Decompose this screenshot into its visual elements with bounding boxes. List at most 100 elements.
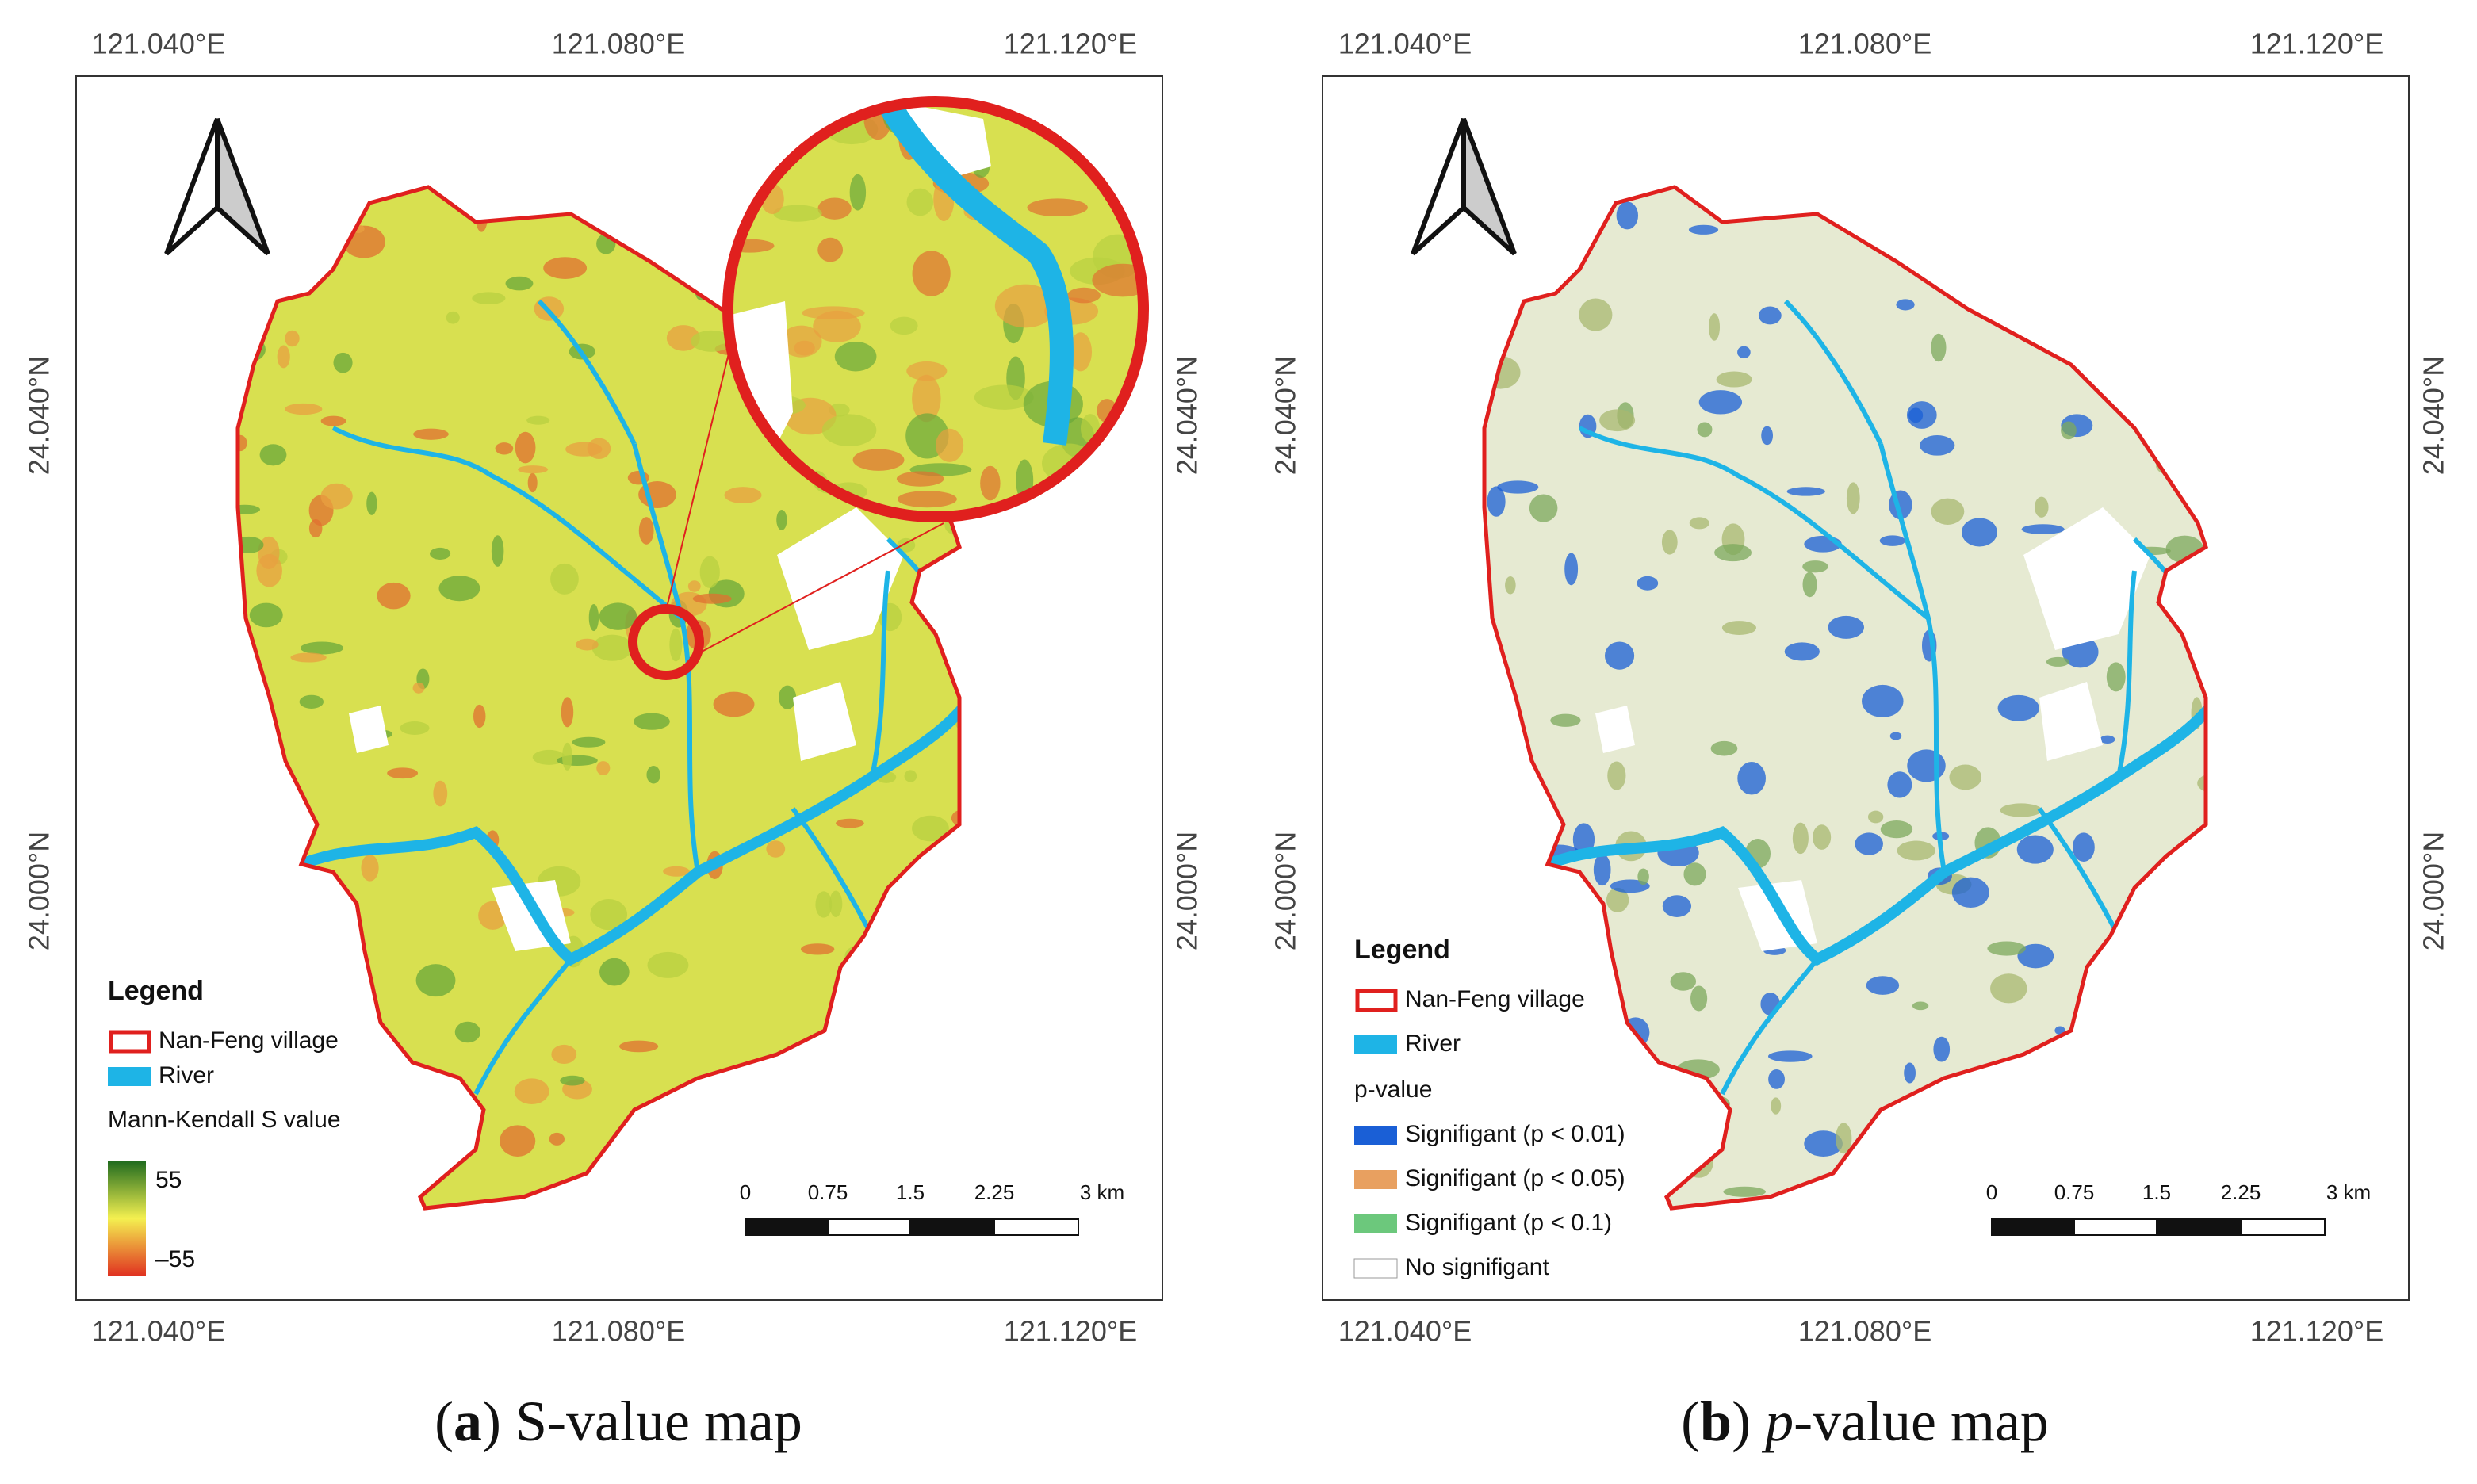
texture-patch xyxy=(663,866,690,877)
texture-patch xyxy=(912,815,949,842)
scale-bar-segment xyxy=(745,1218,829,1236)
scale-bar-segment xyxy=(2240,1218,2326,1236)
scale-bar-label: 0.75 xyxy=(808,1180,848,1204)
texture-patch xyxy=(1758,306,1782,325)
texture-patch xyxy=(1897,840,1935,861)
texture-patch xyxy=(906,188,934,216)
longitude-label: 121.080°E xyxy=(552,28,686,60)
texture-patch xyxy=(1949,764,1982,790)
texture-patch xyxy=(249,602,283,628)
texture-patch xyxy=(817,197,852,220)
texture-patch xyxy=(377,582,411,610)
texture-patch xyxy=(277,345,290,369)
texture-patch xyxy=(821,414,877,447)
river xyxy=(331,426,683,621)
texture-patch xyxy=(1792,822,1809,855)
legend-swatch xyxy=(1354,1035,1397,1054)
scale-bar-label: 3 km xyxy=(2326,1180,2371,1204)
texture-patch xyxy=(518,465,549,474)
texture-patch xyxy=(565,442,603,457)
texture-patch xyxy=(387,767,419,779)
texture-patch xyxy=(1961,518,1997,547)
texture-patch xyxy=(1804,1130,1843,1157)
texture-patch xyxy=(904,770,917,782)
longitude-label: 121.080°E xyxy=(1798,1315,1932,1348)
texture-patch xyxy=(1709,313,1721,341)
north-arrow xyxy=(215,117,270,256)
legend-label: Signifigant (p < 0.1) xyxy=(1405,1210,1612,1236)
texture-patch xyxy=(692,593,732,604)
legend-swatch xyxy=(108,1067,151,1086)
river xyxy=(2116,570,2137,778)
texture-patch xyxy=(936,428,964,462)
texture-patch xyxy=(472,292,506,305)
texture-patch xyxy=(1737,762,1766,795)
texture-patch xyxy=(514,1078,549,1104)
texture-patch xyxy=(713,691,755,717)
river xyxy=(473,958,573,1096)
scale-bar-label: 3 km xyxy=(1080,1180,1124,1204)
texture-patch xyxy=(687,580,701,592)
zoom-circle xyxy=(722,96,1149,522)
texture-patch xyxy=(413,428,449,440)
texture-patch xyxy=(1866,976,1900,995)
texture-patch xyxy=(561,697,574,728)
latitude-label: 24.000°N xyxy=(23,832,56,951)
texture-patch xyxy=(1867,810,1884,824)
river xyxy=(1578,426,1930,621)
texture-patch xyxy=(1716,371,1752,388)
texture-patch xyxy=(1564,553,1579,586)
legend-ramp-title: Mann-Kendall S value xyxy=(108,1107,341,1133)
texture-patch xyxy=(1604,641,1635,670)
river xyxy=(878,101,1074,446)
texture-patch xyxy=(834,341,877,372)
texture-patch xyxy=(776,509,787,530)
texture-patch xyxy=(817,237,844,262)
texture-patch xyxy=(299,694,324,709)
texture-patch xyxy=(500,1125,536,1157)
texture-patch xyxy=(1862,684,1904,717)
texture-patch xyxy=(495,442,514,455)
texture-patch xyxy=(2021,524,2065,535)
texture-patch xyxy=(505,276,534,291)
texture-patch xyxy=(300,641,343,655)
scale-bar-segment xyxy=(2156,1218,2242,1236)
legend-label: Nan-Feng village xyxy=(1405,986,1585,1012)
caption-paren: ) xyxy=(1732,1390,1751,1453)
longitude-label: 121.040°E xyxy=(92,28,226,60)
texture-patch xyxy=(1990,973,2027,1004)
longitude-label: 121.080°E xyxy=(552,1315,686,1348)
longitude-label: 121.040°E xyxy=(1338,1315,1472,1348)
legend-swatch xyxy=(1353,1258,1398,1279)
scale-bar-label: 0.75 xyxy=(2054,1180,2095,1204)
legend-swatch xyxy=(1354,1170,1397,1189)
river xyxy=(870,570,890,778)
longitude-label: 121.040°E xyxy=(1338,28,1472,60)
texture-patch xyxy=(666,325,700,351)
texture-patch xyxy=(1607,761,1626,790)
texture-patch xyxy=(1616,201,1639,230)
texture-patch xyxy=(454,1021,481,1043)
texture-patch xyxy=(527,472,538,493)
texture-patch xyxy=(1027,198,1088,217)
non-data-area xyxy=(2039,682,2103,761)
texture-patch xyxy=(836,818,864,828)
texture-patch xyxy=(912,251,951,296)
texture-patch xyxy=(1697,422,1713,438)
texture-patch xyxy=(897,491,957,508)
texture-patch xyxy=(446,311,460,324)
texture-patch xyxy=(285,403,323,415)
texture-patch xyxy=(333,352,353,373)
scale-bar-segment xyxy=(909,1218,995,1236)
legend-ramp-min: –55 xyxy=(155,1246,195,1272)
texture-patch xyxy=(430,547,451,560)
scale-bar-segment xyxy=(993,1218,1079,1236)
texture-patch xyxy=(1714,544,1752,562)
texture-patch xyxy=(591,634,633,661)
caption-paren: ) xyxy=(482,1390,501,1453)
texture-patch xyxy=(361,854,379,882)
texture-patch xyxy=(473,704,486,729)
texture-patch xyxy=(691,330,733,352)
texture-patch xyxy=(852,449,905,471)
texture-patch xyxy=(1599,409,1636,432)
